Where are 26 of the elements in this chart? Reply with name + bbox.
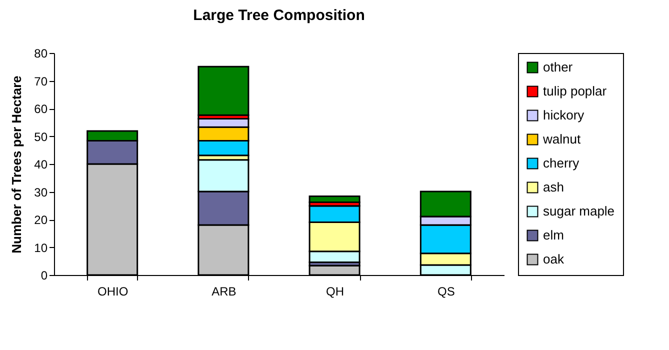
x-tick-label: OHIO: [97, 284, 128, 298]
y-tick-label: 70: [34, 74, 48, 88]
y-tick-label: 20: [34, 213, 48, 227]
x-tick-label: QH: [326, 284, 344, 298]
bar: [308, 195, 360, 204]
legend-label: walnut: [542, 132, 581, 146]
y-tick-label: 60: [34, 102, 48, 116]
y-tick-label: 30: [34, 185, 48, 200]
x-tick-label: QS: [437, 284, 455, 298]
legend-label: other: [543, 60, 574, 74]
y-tick-label: 80: [34, 46, 48, 60]
legend-label: cherry: [543, 156, 580, 170]
legend-label: oak: [543, 252, 564, 266]
y-tick-label: 0: [40, 268, 48, 282]
bar: [198, 66, 250, 116]
x-tick-label: ARB: [212, 284, 236, 298]
y-tick-label: 10: [34, 240, 48, 255]
legend-label: tulip poplar: [543, 84, 608, 98]
legend-label: hickory: [543, 108, 585, 122]
legend-label: elm: [543, 228, 564, 242]
legend-label: sugar maple: [543, 204, 615, 218]
chart-title: Large Tree Composition: [193, 7, 365, 24]
y-tick-label: 50: [34, 130, 48, 144]
legend-label: ash: [543, 180, 564, 194]
y-axis-title: Number of Trees per Hectare: [9, 76, 24, 254]
y-tick-label: 40: [34, 158, 48, 172]
